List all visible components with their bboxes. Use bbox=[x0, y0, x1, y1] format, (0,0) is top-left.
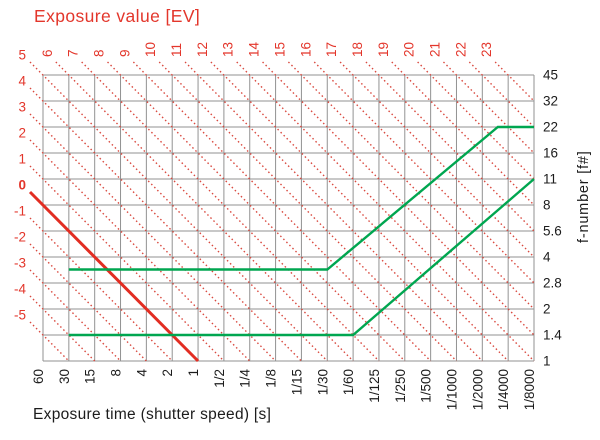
ev-top-tick-label: 21 bbox=[427, 42, 442, 57]
y-axis-title-right: f-number [f#] bbox=[576, 150, 592, 243]
ev-left-tick-label: 1 bbox=[18, 152, 26, 167]
y-tick-label: 4 bbox=[543, 250, 551, 265]
y-tick-label: 22 bbox=[543, 120, 558, 135]
x-tick-label: 1/4000 bbox=[496, 369, 511, 410]
x-tick-label: 15 bbox=[83, 369, 98, 384]
x-tick-label: 1/60 bbox=[341, 369, 356, 395]
ev-top-tick-label: 11 bbox=[169, 43, 184, 57]
ev-zero-isoline bbox=[28, 190, 200, 363]
ev-left-tick-label: -1 bbox=[14, 204, 26, 219]
y-tick-label: 45 bbox=[543, 68, 558, 83]
ev-top-tick-label: 8 bbox=[92, 49, 107, 57]
x-tick-label: 60 bbox=[31, 369, 46, 384]
ev-top-tick-label: 7 bbox=[66, 49, 81, 57]
ev-top-tick-label: 13 bbox=[221, 42, 236, 57]
ev-left-tick-label: 4 bbox=[18, 74, 26, 89]
x-tick-label: 1/250 bbox=[393, 369, 408, 403]
ev-isoline bbox=[29, 321, 70, 362]
x-tick-label: 1/8 bbox=[264, 369, 279, 388]
ev-isoline bbox=[29, 113, 277, 362]
program-line-lower bbox=[68, 178, 535, 337]
y-tick-label: 32 bbox=[543, 94, 558, 109]
ev-isoline bbox=[339, 61, 535, 258]
ev-top-tick-label: 15 bbox=[272, 42, 287, 57]
ev-top-tick-label: 23 bbox=[479, 42, 494, 57]
ev-isoline bbox=[494, 61, 535, 102]
ev-isoline bbox=[107, 61, 406, 362]
x-axis-title: Exposure time (shutter speed) [s] bbox=[33, 406, 272, 423]
x-tick-label: 1/1000 bbox=[444, 369, 459, 410]
y-tick-label: 5.6 bbox=[543, 224, 562, 239]
ev-isoline bbox=[29, 165, 225, 362]
x-tick-label: 1/2000 bbox=[470, 369, 485, 410]
x-tick-label: 1/4 bbox=[238, 369, 253, 388]
x-tick-label: 4 bbox=[134, 369, 149, 377]
x-tick-label: 30 bbox=[57, 369, 72, 384]
y-tick-label: 16 bbox=[543, 146, 558, 161]
x-tick-label: 2 bbox=[160, 369, 175, 377]
x-tick-label: 8 bbox=[109, 369, 124, 377]
x-tick-label: 1/30 bbox=[315, 369, 330, 395]
ev-top-tick-label: 18 bbox=[350, 42, 365, 57]
ev-isoline bbox=[29, 269, 122, 362]
ev-isoline bbox=[417, 61, 535, 180]
ev-isoline bbox=[391, 61, 535, 206]
y-tick-label: 1.4 bbox=[543, 328, 562, 343]
ev-top-tick-label: 14 bbox=[247, 41, 262, 57]
y-tick-label: 8 bbox=[543, 198, 551, 213]
y-tick-label: 1 bbox=[543, 354, 551, 369]
ev-left-tick-label: 0 bbox=[18, 178, 26, 193]
ev-isoline bbox=[132, 61, 432, 362]
ev-top-tick-label: 9 bbox=[117, 49, 132, 57]
ev-isoline bbox=[158, 61, 457, 362]
ev-isoline bbox=[236, 61, 535, 362]
ev-top-tick-label: 10 bbox=[143, 42, 158, 57]
ev-top-tick-label: 6 bbox=[40, 49, 55, 57]
ev-top-tick-label: 20 bbox=[402, 42, 417, 57]
y-tick-label: 11 bbox=[543, 172, 557, 187]
x-tick-label: 1/15 bbox=[289, 369, 304, 395]
ev-isoline bbox=[55, 61, 354, 362]
ev-top-tick-label: 12 bbox=[195, 42, 210, 57]
ev-left-tick-label: 5 bbox=[18, 48, 26, 63]
ev-top-tick-label: 16 bbox=[298, 42, 313, 57]
y-tick-label: 2.8 bbox=[543, 276, 562, 291]
ev-isoline bbox=[365, 61, 535, 232]
x-tick-label: 1/2 bbox=[212, 369, 227, 388]
ev-isoline bbox=[468, 61, 535, 128]
ev-left-tick-label: -5 bbox=[14, 308, 26, 323]
x-tick-label: 1/125 bbox=[367, 369, 382, 403]
ev-isoline bbox=[442, 61, 535, 154]
ev-isoline bbox=[262, 61, 535, 336]
ev-isoline bbox=[29, 61, 328, 362]
ev-isoline bbox=[29, 243, 147, 362]
ev-isoline bbox=[29, 295, 96, 362]
ev-left-tick-label: -4 bbox=[14, 282, 26, 297]
ev-isoline bbox=[29, 217, 173, 362]
ev-top-tick-label: 17 bbox=[324, 42, 339, 57]
program-line-upper bbox=[68, 125, 534, 271]
chart-title: Exposure value [EV] bbox=[34, 6, 201, 26]
ev-isoline bbox=[184, 61, 483, 362]
x-tick-label: 1/8000 bbox=[522, 369, 537, 410]
ev-left-tick-label: -3 bbox=[14, 256, 26, 271]
y-tick-label: 2 bbox=[543, 302, 551, 317]
ev-top-tick-label: 22 bbox=[453, 42, 468, 57]
ev-isoline bbox=[287, 61, 535, 310]
ev-left-tick-label: 2 bbox=[18, 126, 26, 141]
ev-isoline bbox=[29, 139, 251, 362]
ev-isoline bbox=[210, 61, 509, 362]
x-tick-label: 1 bbox=[186, 369, 201, 377]
ev-isoline bbox=[313, 61, 535, 284]
ev-left-tick-label: 3 bbox=[18, 100, 26, 115]
ev-isoline bbox=[29, 87, 302, 362]
x-tick-label: 1/500 bbox=[419, 369, 434, 403]
ev-left-tick-label: -2 bbox=[14, 230, 26, 245]
ev-top-tick-label: 19 bbox=[376, 42, 391, 57]
ev-isoline bbox=[81, 61, 380, 362]
